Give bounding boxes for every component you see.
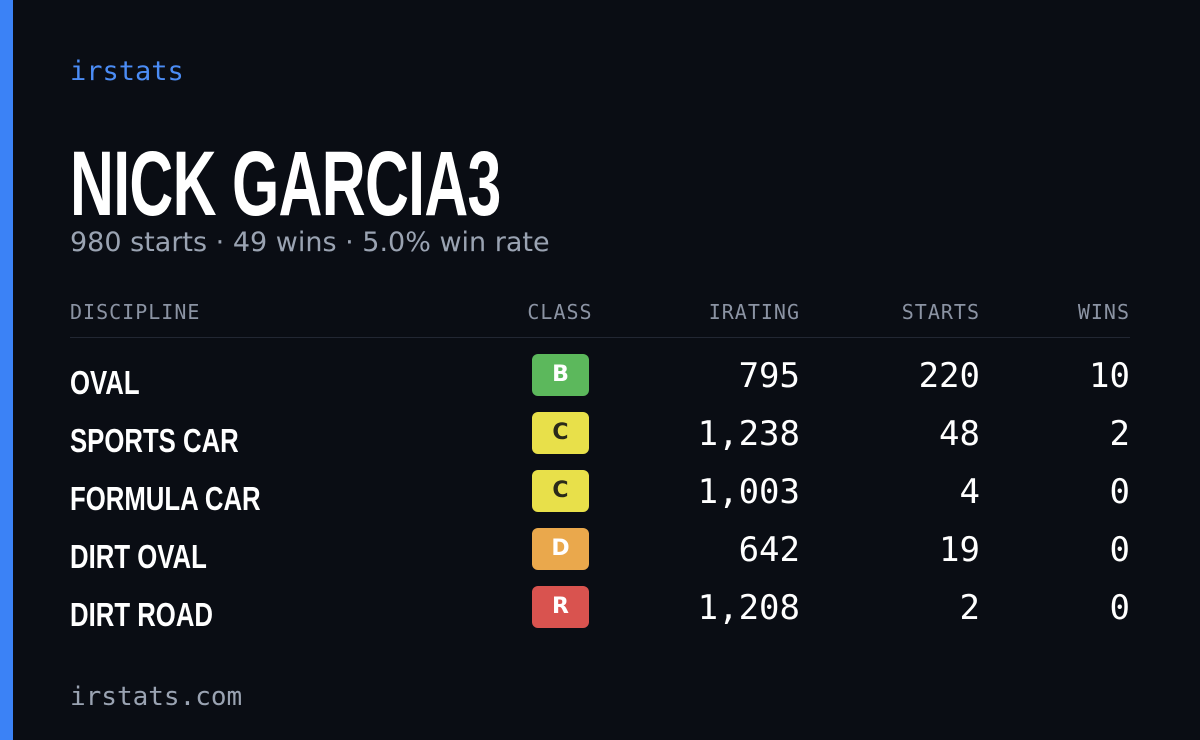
discipline: OVAL	[70, 364, 140, 401]
irating: 795	[738, 356, 800, 396]
irating: 1,003	[697, 472, 800, 512]
wins: 2	[1109, 414, 1130, 454]
discipline: DIRT ROAD	[70, 596, 213, 633]
starts: 220	[918, 356, 980, 396]
wins: 10	[1089, 356, 1130, 396]
irating: 1,208	[697, 588, 800, 628]
wins: 0	[1109, 588, 1130, 628]
wins: 0	[1109, 472, 1130, 512]
class-badge: C	[532, 412, 589, 454]
class-badge: R	[532, 586, 589, 628]
starts: 2	[959, 588, 980, 628]
divider	[70, 337, 1130, 338]
starts: 19	[939, 530, 980, 570]
subtitle: 980 starts · 49 wins · 5.0% win rate	[70, 227, 550, 258]
column-header: IRATING	[708, 300, 800, 324]
column-header: STARTS	[901, 300, 980, 324]
discipline: SPORTS CAR	[70, 422, 239, 459]
irating: 642	[738, 530, 800, 570]
class-badge: D	[532, 528, 589, 570]
brand: irstats	[70, 56, 184, 87]
column-header: CLASS	[527, 300, 593, 324]
title: NICK GARCIA3	[70, 133, 501, 235]
starts: 4	[959, 472, 980, 512]
accent-bar	[0, 0, 13, 740]
column-header: DISCIPLINE	[70, 300, 201, 324]
column-header: WINS	[1077, 300, 1130, 324]
wins: 0	[1109, 530, 1130, 570]
discipline: DIRT OVAL	[70, 538, 207, 575]
starts: 48	[939, 414, 980, 454]
footer: irstats.com	[70, 682, 243, 712]
class-badge: B	[532, 354, 589, 396]
discipline: FORMULA CAR	[70, 480, 261, 517]
class-badge: C	[532, 470, 589, 512]
irating: 1,238	[697, 414, 800, 454]
